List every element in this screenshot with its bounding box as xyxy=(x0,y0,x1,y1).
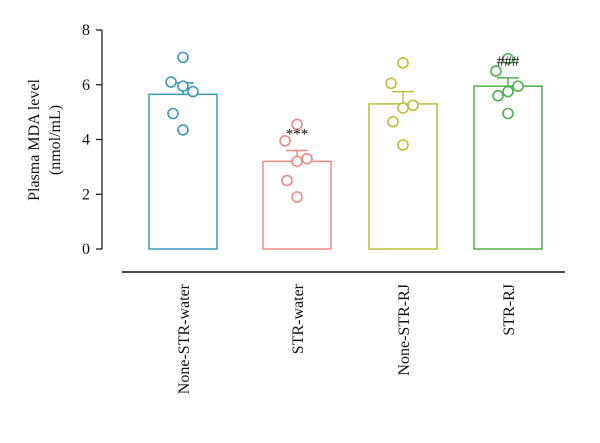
data-point xyxy=(165,76,177,88)
significance-label: *** xyxy=(286,126,309,142)
data-point xyxy=(177,51,189,64)
data-point xyxy=(407,99,419,112)
bar-group-str-water: *** xyxy=(262,118,332,250)
y-axis-title: Plasma MDA level xyxy=(26,79,43,201)
bar-group-none-str-water xyxy=(148,51,218,250)
data-point xyxy=(490,65,502,77)
bars-group: *** ### xyxy=(148,51,543,250)
data-point xyxy=(291,118,303,131)
y-tick-label: 0 xyxy=(82,241,90,258)
significance-label: ### xyxy=(497,54,520,70)
data-point xyxy=(177,80,189,92)
category-label: STR-water xyxy=(290,283,307,354)
bar-group-none-str-rj xyxy=(368,57,438,250)
data-point xyxy=(397,57,409,69)
data-point xyxy=(397,139,409,151)
y-tick-label: 6 xyxy=(82,77,90,94)
data-point xyxy=(502,85,514,98)
category-label: None-STR-water xyxy=(176,283,193,394)
data-point xyxy=(512,80,524,92)
y-tick-label: 4 xyxy=(82,132,90,149)
y-tick-label: 8 xyxy=(82,22,90,39)
data-point xyxy=(187,85,199,98)
data-point xyxy=(301,152,313,165)
data-point xyxy=(387,115,399,128)
y-tick-label: 2 xyxy=(82,186,90,203)
data-point xyxy=(279,135,291,147)
data-point xyxy=(167,107,179,120)
bar xyxy=(368,103,438,250)
data-point xyxy=(397,102,409,114)
bar xyxy=(262,160,332,250)
category-labels: None-STR-water STR-water None-STR-RJ STR-RJ xyxy=(176,283,518,394)
category-label: STR-RJ xyxy=(501,284,518,336)
data-point xyxy=(502,52,514,65)
data-point xyxy=(291,191,303,203)
data-point xyxy=(385,77,397,90)
y-axis-unit: (nmol/mL) xyxy=(47,105,64,175)
data-point xyxy=(291,155,303,168)
category-label: None-STR-RJ xyxy=(396,284,413,376)
data-point xyxy=(492,89,504,102)
data-point xyxy=(502,107,514,120)
data-point xyxy=(281,174,293,187)
y-axis: 0 2 4 6 8 xyxy=(82,22,103,258)
bar-group-str-rj: ### xyxy=(473,52,543,250)
bar xyxy=(148,93,218,250)
data-point xyxy=(177,124,189,136)
